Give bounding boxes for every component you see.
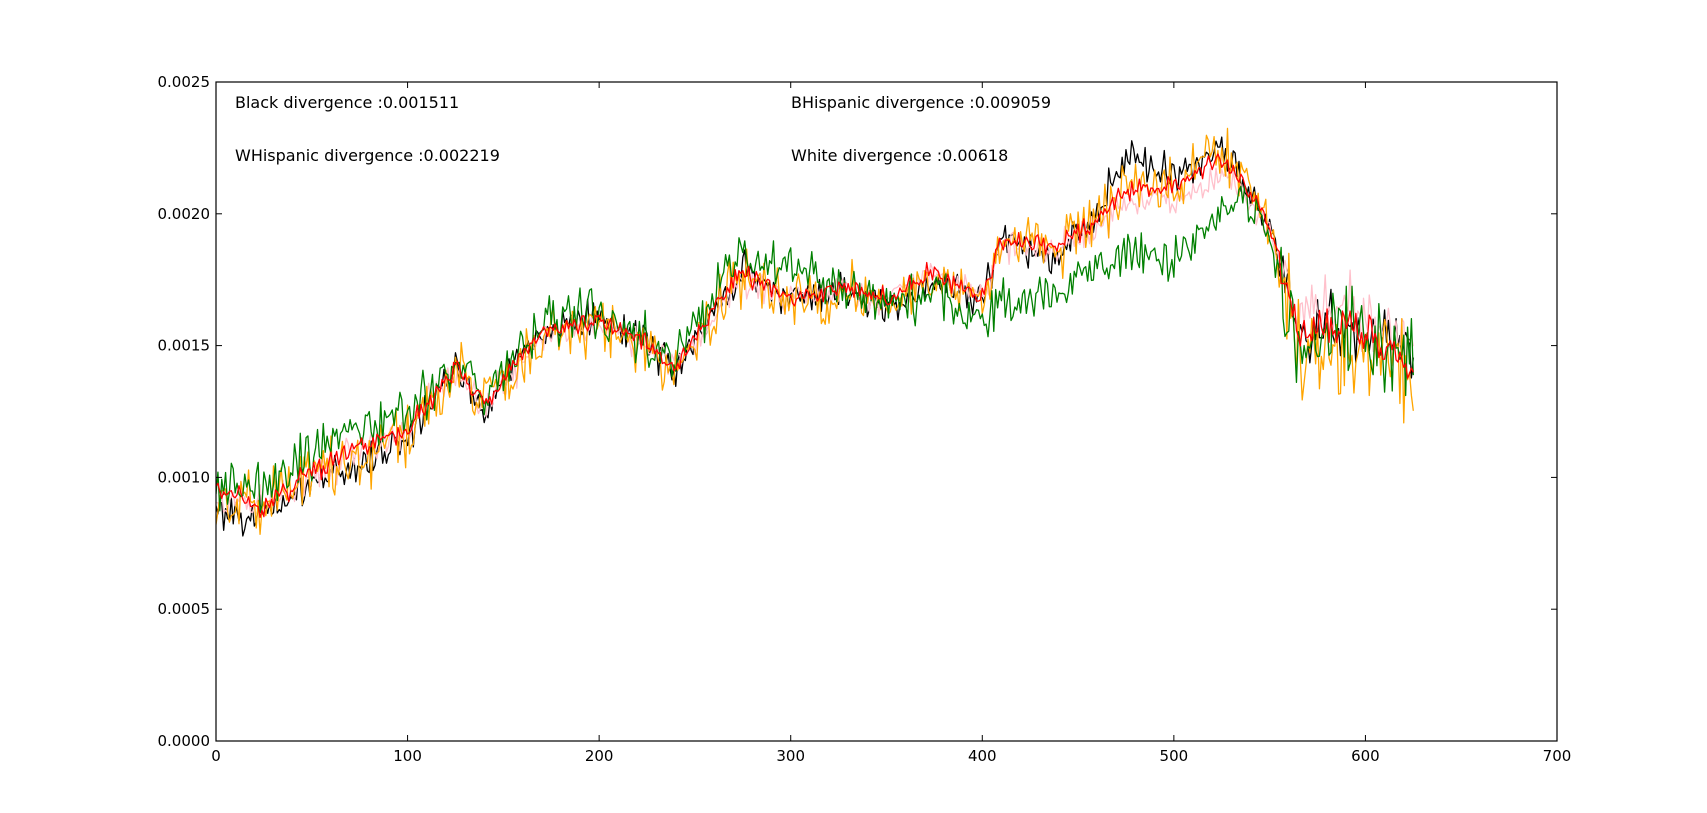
- annotation-whispanic-divergence: WHispanic divergence :0.002219: [235, 146, 500, 165]
- annotation-bhispanic-divergence: BHispanic divergence :0.009059: [791, 93, 1051, 112]
- annotation-black-divergence: Black divergence :0.001511: [235, 93, 459, 112]
- axes-layer: 0 100 200 300 400 500 600 700 0.0000 0.0005 0.0010…: [158, 73, 1572, 765]
- x-tick-label: 100: [393, 747, 422, 765]
- plot-frame: [215, 81, 1558, 742]
- y-tick-label: 0.0025: [158, 73, 211, 91]
- x-tick-label: 500: [1160, 747, 1189, 765]
- series-line-5: [216, 153, 1414, 519]
- series-layer: [216, 127, 1414, 537]
- y-tick-label: 0.0000: [158, 732, 211, 750]
- y-tick-label: 0.0005: [158, 600, 211, 618]
- y-tick-label: 0.0010: [158, 468, 211, 486]
- y-tick-label: 0.0020: [158, 205, 211, 223]
- x-tick-label: 200: [585, 747, 614, 765]
- x-tick-label: 600: [1351, 747, 1380, 765]
- x-tick-label: 0: [211, 747, 221, 765]
- annotation-white-divergence: White divergence :0.00618: [791, 146, 1008, 165]
- x-tick-label: 700: [1543, 747, 1572, 765]
- series-line-3: [216, 127, 1414, 536]
- x-tick-label: 300: [776, 747, 805, 765]
- y-tick-label: 0.0015: [158, 337, 211, 355]
- x-tick-label: 400: [968, 747, 997, 765]
- series-line-4: [216, 184, 1414, 514]
